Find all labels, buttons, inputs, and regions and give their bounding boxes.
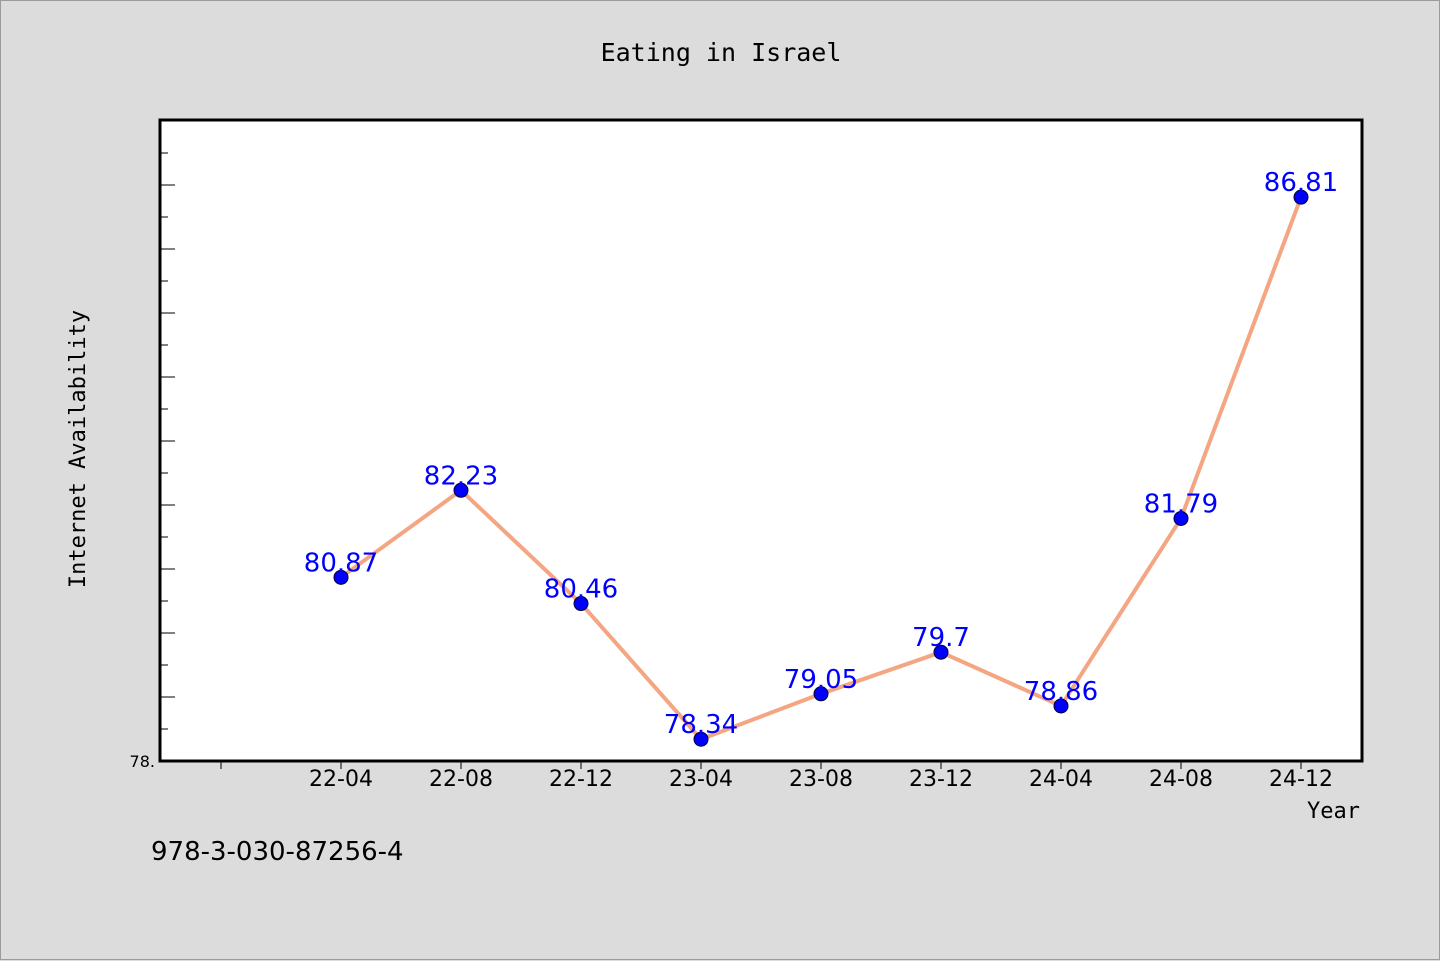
data-point xyxy=(1053,698,1069,714)
x-tick-label: 22-04 xyxy=(309,767,373,792)
data-point xyxy=(1173,510,1189,526)
data-label: 81.79 xyxy=(1144,489,1218,519)
x-tick-label: 24-04 xyxy=(1029,767,1093,792)
data-point xyxy=(1293,189,1309,205)
data-label: 79.7 xyxy=(912,623,970,653)
footnote-text: 978-3-030-87256-4 xyxy=(151,837,404,867)
data-label: 80.87 xyxy=(304,548,378,578)
y-tick-label: 78. xyxy=(130,752,155,771)
chart-title: Eating in Israel xyxy=(601,38,842,67)
data-label: 82.23 xyxy=(424,461,498,491)
data-point xyxy=(453,482,469,498)
data-labels: 80.87 82.23 80.46 78.34 79.05 79.7 78.86 81.79 8… xyxy=(304,168,1338,740)
x-tick-label: 24-08 xyxy=(1149,767,1213,792)
x-axis-ticks xyxy=(220,761,1302,769)
y-axis-label: Internet Availability xyxy=(66,310,91,588)
data-point xyxy=(813,686,829,702)
plot-area xyxy=(158,118,1364,763)
data-label: 78.34 xyxy=(664,710,738,740)
data-label: 79.05 xyxy=(784,665,858,695)
x-tick-label: 23-04 xyxy=(669,767,733,792)
series-markers xyxy=(333,189,1309,747)
data-point xyxy=(333,569,349,585)
data-point xyxy=(573,596,589,612)
x-axis-label: Year xyxy=(1307,799,1360,824)
data-label: 80.46 xyxy=(544,575,618,605)
x-tick-label: 22-12 xyxy=(549,767,613,792)
x-tick-label: 23-08 xyxy=(789,767,853,792)
data-point xyxy=(933,644,949,660)
data-label: 86.81 xyxy=(1264,168,1338,198)
y-axis-ticks xyxy=(161,120,175,762)
x-tick-label: 24-12 xyxy=(1269,767,1333,792)
data-point xyxy=(693,731,709,747)
x-tick-labels: 22-04 22-08 22-12 23-04 23-08 23-12 24-04 24-08… xyxy=(309,767,1333,792)
data-label: 78.86 xyxy=(1024,677,1098,707)
x-tick-label: 23-12 xyxy=(909,767,973,792)
x-tick-label: 22-08 xyxy=(429,767,493,792)
